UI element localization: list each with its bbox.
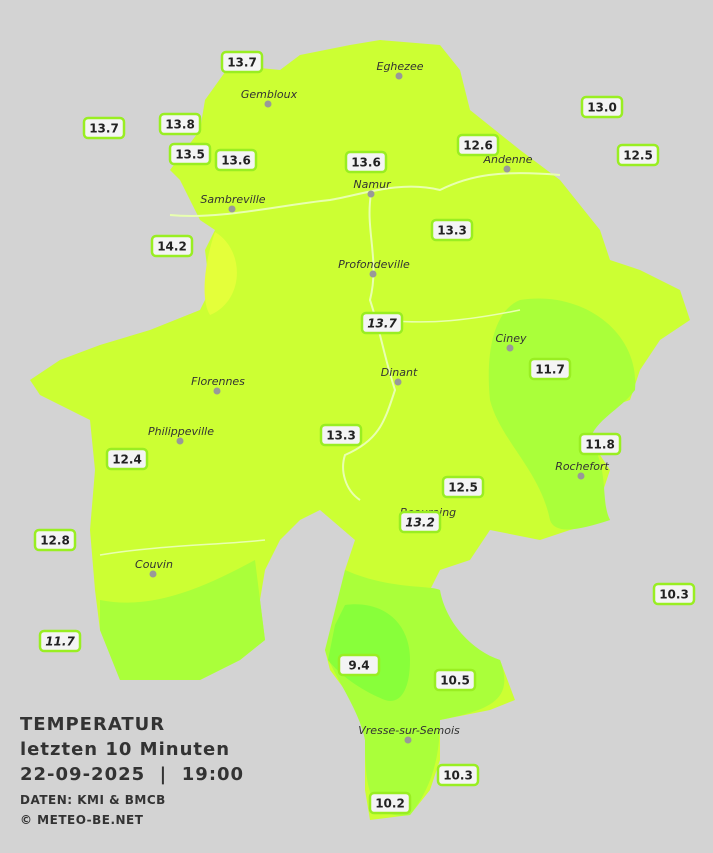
city-name: Dinant <box>381 366 418 379</box>
station-box <box>368 791 412 815</box>
station-value: 12.5 <box>623 149 653 163</box>
station-value: 13.3 <box>437 224 467 238</box>
station-value: 12.8 <box>40 534 70 548</box>
city-name: Couvin <box>135 558 173 571</box>
station-box <box>33 528 77 552</box>
station-value: 11.7 <box>535 363 565 377</box>
city-dot <box>176 437 184 445</box>
station-box <box>652 582 696 606</box>
city-dot <box>395 72 403 80</box>
city-dot <box>369 270 377 278</box>
city-dot <box>394 378 402 386</box>
station-box <box>578 432 622 456</box>
station-value: 13.2 <box>405 516 435 530</box>
cold-zone <box>328 604 410 701</box>
station-value: 9.4 <box>348 659 369 673</box>
station-box <box>82 116 126 140</box>
city-dot <box>264 100 272 108</box>
credit: © METEO-BE.NET <box>20 813 144 827</box>
river <box>169 172 561 501</box>
city-name: Gembloux <box>241 88 298 101</box>
city-name: Philippeville <box>148 425 214 438</box>
station-value: 13.7 <box>227 56 257 70</box>
station-value: 13.0 <box>587 101 617 115</box>
station-box <box>528 357 572 381</box>
city-dot <box>503 165 511 173</box>
city-name: Rochefort <box>555 460 609 473</box>
station-value: 11.7 <box>45 635 75 649</box>
station-value: 13.7 <box>89 122 119 136</box>
station-box <box>360 311 404 335</box>
station-value: 12.5 <box>448 481 478 495</box>
station-box <box>105 447 149 471</box>
station-box <box>430 218 474 242</box>
station-value: 14.2 <box>157 240 187 254</box>
station-value: 10.5 <box>440 674 470 688</box>
station-box <box>168 142 212 166</box>
city-name: Ciney <box>496 332 527 345</box>
station-value: 11.8 <box>585 438 615 452</box>
title: letzten 10 Minuten <box>20 739 230 760</box>
city-name: Florennes <box>191 375 245 388</box>
station-value: 13.3 <box>326 429 356 443</box>
station-value: 10.3 <box>443 769 473 783</box>
cool-zone <box>488 298 636 530</box>
station-value: 10.3 <box>659 588 689 602</box>
warm-zone <box>204 232 237 315</box>
city-name: Profondeville <box>338 258 410 271</box>
station-box <box>344 150 388 174</box>
station-value: 13.6 <box>351 156 381 170</box>
station-box <box>398 510 442 534</box>
city-name: Andenne <box>483 153 533 166</box>
station-box <box>441 475 485 499</box>
station-value: 12.6 <box>463 139 493 153</box>
city-name: Eghezee <box>377 60 424 73</box>
city-name: Sambreville <box>200 193 265 206</box>
station-box <box>150 234 194 258</box>
station-box <box>214 148 258 172</box>
station-box <box>456 133 500 157</box>
station-value: 13.8 <box>165 118 195 132</box>
city-dot <box>149 570 157 578</box>
city-dot <box>213 387 221 395</box>
station-box <box>158 112 202 136</box>
station-value: 12.4 <box>112 453 142 467</box>
city-dot <box>506 344 514 352</box>
city-dot <box>367 190 375 198</box>
station-box <box>319 423 363 447</box>
station-value: 13.7 <box>367 317 397 331</box>
city-dot <box>404 736 412 744</box>
station-value: 13.5 <box>175 148 205 162</box>
station-box <box>616 143 660 167</box>
title: TEMPERATUR <box>20 714 165 735</box>
station-value: 13.6 <box>221 154 251 168</box>
city-dot <box>228 205 236 213</box>
station-box <box>580 95 624 119</box>
cool-zone <box>100 560 265 680</box>
station-box <box>38 629 82 653</box>
city-name: Namur <box>353 178 392 191</box>
station-box <box>220 50 264 74</box>
city-dot <box>577 472 585 480</box>
station-box <box>436 763 480 787</box>
station-value: 10.2 <box>375 797 405 811</box>
city-name: Vresse-sur-Semois <box>358 724 460 737</box>
credit: DATEN: KMI & BMCB <box>20 793 166 807</box>
station-box <box>433 668 477 692</box>
title: 22-09-2025 | 19:00 <box>20 764 244 785</box>
station-box <box>337 653 381 677</box>
